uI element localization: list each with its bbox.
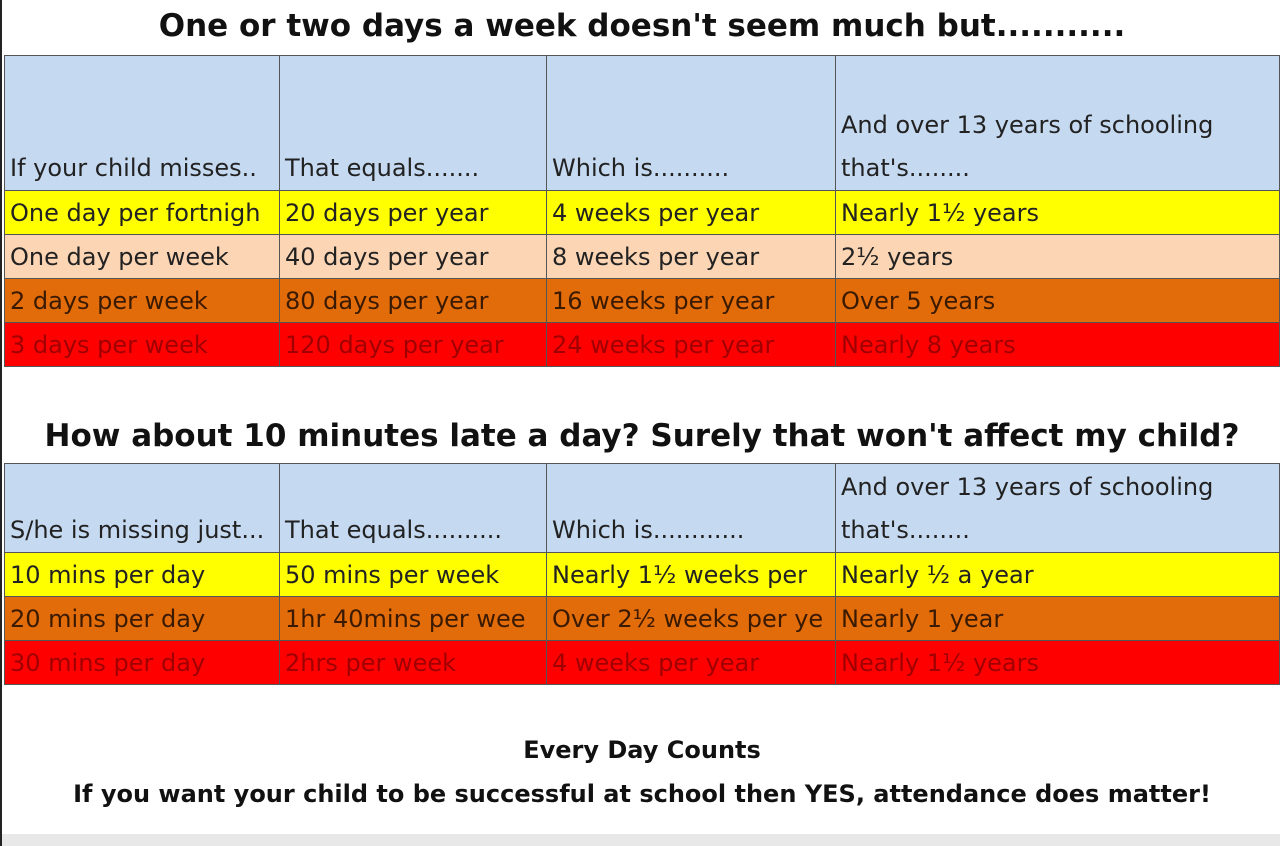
- header-cell: And over 13 years of schooling that's...…: [835, 463, 1280, 553]
- footer-message: If you want your child to be successful …: [73, 780, 1211, 808]
- cell: Over 5 years: [835, 278, 1280, 323]
- header-cell: And over 13 years of schooling that's...…: [835, 55, 1280, 191]
- cell: 8 weeks per year: [546, 234, 836, 279]
- title: One or two days a week doesn't seem much…: [158, 8, 1126, 44]
- data-row: 3 days per week 120 days per year 24 weeks…: [4, 322, 1280, 367]
- cell: 4 weeks per year: [546, 190, 836, 235]
- cell: 2 days per week: [4, 278, 280, 323]
- data-row: 20 mins per day 1hr 40mins per wee Over 2½…: [4, 596, 1280, 641]
- cell: 2½ years: [835, 234, 1280, 279]
- data-row: 30 mins per day 2hrs per week 4 weeks per …: [4, 640, 1280, 685]
- cell: 20 mins per day: [4, 596, 280, 641]
- cell: 120 days per year: [279, 322, 547, 367]
- header-cell: Which is..........: [546, 55, 836, 191]
- data-row: 10 mins per day 50 mins per week Nearly 1½…: [4, 552, 1280, 597]
- data-row: 2 days per week 80 days per year 16 weeks …: [4, 278, 1280, 323]
- cell: Nearly 1½ weeks per: [546, 552, 836, 597]
- header-cell: That equals..........: [279, 463, 547, 553]
- cell: 4 weeks per year: [546, 640, 836, 685]
- cell: 24 weeks per year: [546, 322, 836, 367]
- cell: Nearly 1½ years: [835, 190, 1280, 235]
- header-cell: That equals.......: [279, 55, 547, 191]
- cell: 80 days per year: [279, 278, 547, 323]
- data-row: One day per fortnigh 20 days per year 4 we…: [4, 190, 1280, 235]
- data-row: One day per week 40 days per year 8 weeks …: [4, 234, 1280, 279]
- cell: One day per fortnigh: [4, 190, 280, 235]
- absence-table: If your child misses.. That equals.......…: [4, 55, 1280, 367]
- cell: 2hrs per week: [279, 640, 547, 685]
- cell: Nearly 1½ years: [835, 640, 1280, 685]
- header-cell: If your child misses..: [4, 55, 280, 191]
- footer-heading: Every Day Counts: [523, 736, 761, 764]
- bottom-bar: [2, 834, 1280, 846]
- title: How about 10 minutes late a day? Surely …: [44, 418, 1240, 454]
- cell: 30 mins per day: [4, 640, 280, 685]
- header-cell: Which is............: [546, 463, 836, 553]
- header-row: If your child misses.. That equals.......…: [4, 55, 1280, 191]
- cell: Over 2½ weeks per ye: [546, 596, 836, 641]
- cell: Nearly ½ a year: [835, 552, 1280, 597]
- cell: Nearly 8 years: [835, 322, 1280, 367]
- cell: 1hr 40mins per wee: [279, 596, 547, 641]
- header-row: S/he is missing just... That equals......…: [4, 463, 1280, 553]
- cell: 10 mins per day: [4, 552, 280, 597]
- header-cell: S/he is missing just...: [4, 463, 280, 553]
- cell: One day per week: [4, 234, 280, 279]
- cell: 16 weeks per year: [546, 278, 836, 323]
- lateness-table: S/he is missing just... That equals......…: [4, 463, 1280, 685]
- cell: Nearly 1 year: [835, 596, 1280, 641]
- cell: 50 mins per week: [279, 552, 547, 597]
- cell: 40 days per year: [279, 234, 547, 279]
- cell: 3 days per week: [4, 322, 280, 367]
- cell: 20 days per year: [279, 190, 547, 235]
